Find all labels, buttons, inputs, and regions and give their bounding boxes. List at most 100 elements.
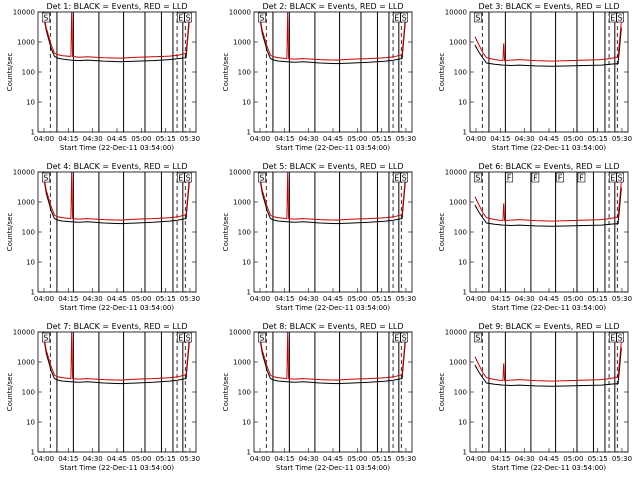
- y-tick-label: 1000: [17, 359, 35, 367]
- y-tick-label: 10000: [13, 169, 35, 177]
- y-tick-label: 1: [463, 129, 467, 137]
- flag-label: S: [618, 14, 623, 23]
- x-tick-label: 04:30: [83, 455, 103, 463]
- y-tick-label: 10: [26, 419, 35, 427]
- x-tick-label: 05:15: [588, 295, 608, 303]
- y-axis-label: Counts/sec: [222, 53, 230, 92]
- x-tick-label: 05:15: [372, 135, 392, 143]
- lld-series-line: [42, 172, 190, 221]
- flag-box: [392, 332, 401, 343]
- x-tick-label: 05:15: [156, 295, 176, 303]
- x-tick-label: 04:00: [466, 135, 486, 143]
- x-tick-label: 04:15: [58, 295, 78, 303]
- x-tick-label: 04:45: [107, 455, 127, 463]
- lld-series-line: [42, 12, 190, 59]
- plot-frame: [253, 11, 413, 133]
- y-tick-label: 1: [247, 449, 251, 457]
- y-tick-label: 1000: [233, 359, 251, 367]
- detector-panel-5: Det 5: BLACK = Events, RED = LLD 1 10 100 10…: [222, 162, 416, 312]
- flag-label: E: [394, 174, 399, 183]
- x-tick-label: 05:00: [131, 135, 151, 143]
- x-tick-label: 04:45: [323, 295, 343, 303]
- y-tick-label: 1: [247, 129, 251, 137]
- x-axis-label: Start Time (22-Dec-11 03:54:00): [60, 464, 174, 472]
- flag-label: S: [402, 334, 407, 343]
- panel-title: Det 2: BLACK = Events, RED = LLD: [263, 2, 404, 11]
- events-series-line: [474, 187, 622, 227]
- x-tick-label: 04:30: [515, 295, 535, 303]
- flag-box: [176, 332, 185, 343]
- flag-box: [184, 172, 192, 183]
- flag-label: S: [475, 334, 480, 343]
- panel-title: Det 9: BLACK = Events, RED = LLD: [479, 322, 620, 331]
- y-tick-label: 1000: [233, 39, 251, 47]
- flag-label: E: [178, 14, 183, 23]
- flag-box: [184, 12, 192, 23]
- x-tick-label: 04:45: [323, 455, 343, 463]
- x-tick-label: 05:00: [563, 455, 583, 463]
- x-tick-label: 05:30: [612, 295, 632, 303]
- x-tick-label: 04:45: [107, 135, 127, 143]
- x-tick-label: 05:30: [396, 135, 416, 143]
- x-axis-label: Start Time (22-Dec-11 03:54:00): [492, 464, 606, 472]
- flag-label: S: [402, 174, 407, 183]
- y-tick-label: 10000: [445, 169, 467, 177]
- flag-label: E: [394, 334, 399, 343]
- plot-area: [258, 332, 406, 452]
- plot-frame: [469, 11, 629, 133]
- x-tick-label: 04:15: [58, 135, 78, 143]
- y-tick-label: 10: [242, 99, 251, 107]
- flag-box: [473, 12, 482, 23]
- flag-box: [257, 12, 266, 23]
- lld-series-line: [258, 12, 406, 61]
- plot-frame: [37, 171, 197, 293]
- flag-box: [400, 172, 408, 183]
- lld-series-line: [474, 20, 622, 62]
- x-tick-label: 05:15: [588, 455, 608, 463]
- y-tick-label: 1: [463, 449, 467, 457]
- y-tick-label: 100: [454, 69, 467, 77]
- x-axis-label: Start Time (22-Dec-11 03:54:00): [60, 144, 174, 152]
- x-tick-label: 04:00: [34, 455, 54, 463]
- flag-label: E: [610, 174, 615, 183]
- flag-label: S: [402, 14, 407, 23]
- plot-frame: [469, 331, 629, 453]
- y-tick-label: 100: [238, 389, 251, 397]
- x-tick-label: 05:15: [156, 455, 176, 463]
- x-tick-label: 04:15: [274, 135, 294, 143]
- y-axis-label: Counts/sec: [6, 373, 14, 412]
- y-axis-label: Counts/sec: [222, 213, 230, 252]
- detector-panel-6: Det 6: BLACK = Events, RED = LLD 1 10 100 10…: [438, 162, 632, 312]
- flag-box: [176, 172, 185, 183]
- x-tick-label: 04:15: [58, 455, 78, 463]
- plot-frame: [253, 331, 413, 453]
- plot-area: [474, 332, 622, 452]
- panel-title: Det 3: BLACK = Events, RED = LLD: [479, 2, 620, 11]
- events-series-line: [42, 12, 190, 63]
- flag-label: S: [186, 174, 191, 183]
- x-tick-label: 04:45: [107, 295, 127, 303]
- y-tick-label: 10: [458, 419, 467, 427]
- flag-box: [531, 172, 540, 183]
- plot-frame: [37, 331, 197, 453]
- flag-box: [392, 12, 401, 23]
- flag-box: [392, 172, 401, 183]
- x-tick-label: 04:15: [490, 135, 510, 143]
- detector-panel-9: Det 9: BLACK = Events, RED = LLD 1 10 100 10…: [438, 322, 632, 472]
- y-tick-label: 10000: [229, 9, 251, 17]
- lld-series-line: [474, 340, 622, 382]
- y-tick-label: 10: [242, 419, 251, 427]
- flag-label: F: [533, 174, 538, 183]
- y-tick-label: 1000: [449, 359, 467, 367]
- y-tick-label: 10000: [13, 9, 35, 17]
- flag-box: [608, 172, 617, 183]
- flag-label: S: [43, 174, 48, 183]
- flag-label: S: [475, 14, 480, 23]
- flag-box: [473, 332, 482, 343]
- flag-box: [505, 172, 513, 183]
- plot-area: [42, 12, 190, 132]
- y-tick-label: 10: [458, 259, 467, 267]
- x-tick-label: 05:00: [347, 295, 367, 303]
- detector-panel-1: Det 1: BLACK = Events, RED = LLD 1 10 100 10…: [6, 2, 200, 152]
